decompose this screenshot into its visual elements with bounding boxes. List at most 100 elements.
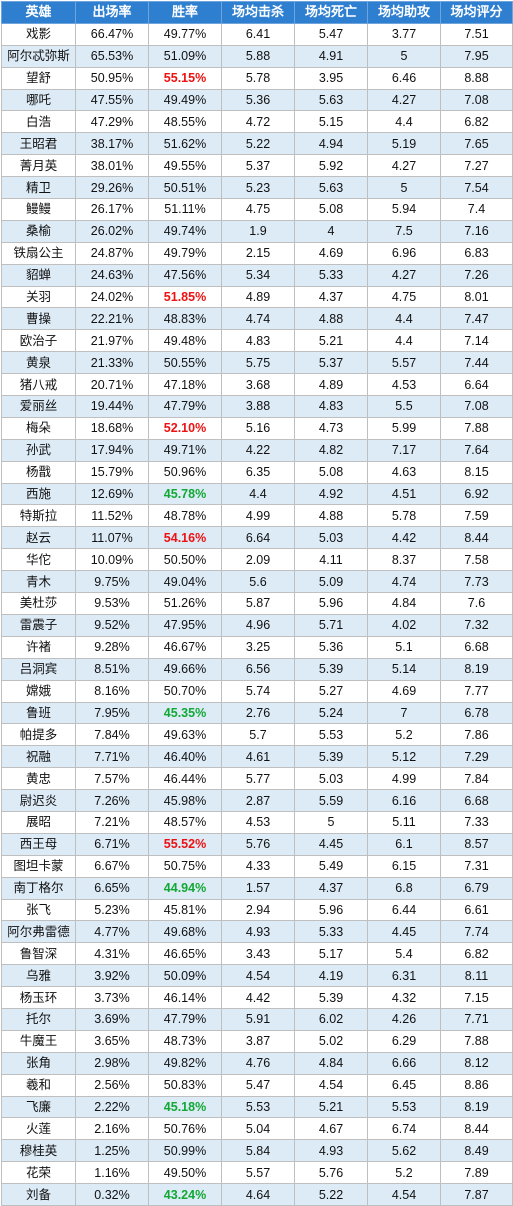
cell-avg-kills: 4.42: [221, 986, 295, 1009]
cell-avg-kills: 4.53: [221, 810, 295, 834]
cell-avg-deaths: 5.59: [294, 789, 368, 812]
cell-hero: 欧治子: [1, 329, 76, 353]
cell-hero: 展昭: [1, 810, 76, 834]
cell-avg-assists: 5.14: [367, 657, 441, 681]
table-row: 曹操 22.21% 48.83% 4.74 4.88 4.4 7.47: [1, 307, 513, 331]
column-header-hero: 英雄: [1, 1, 76, 24]
cell-avg-score: 8.44: [440, 1117, 513, 1141]
cell-avg-deaths: 5.53: [294, 723, 368, 747]
cell-pick-rate: 26.02%: [75, 219, 149, 243]
cell-avg-assists: 6.96: [367, 241, 441, 265]
cell-win-rate: 50.55%: [148, 351, 222, 375]
cell-avg-deaths: 4.92: [294, 482, 368, 506]
cell-pick-rate: 8.16%: [75, 679, 149, 703]
table-row: 戏影 66.47% 49.77% 6.41 5.47 3.77 7.51: [1, 22, 513, 46]
cell-avg-deaths: 5.33: [294, 263, 368, 287]
cell-avg-score: 6.68: [440, 789, 513, 812]
cell-pick-rate: 3.92%: [75, 964, 149, 988]
cell-avg-kills: 6.64: [221, 526, 295, 550]
cell-avg-deaths: 4.19: [294, 964, 368, 988]
cell-avg-score: 7.64: [440, 438, 513, 462]
cell-avg-deaths: 4.94: [294, 132, 368, 156]
cell-avg-score: 7.29: [440, 745, 513, 769]
cell-avg-assists: 4.02: [367, 613, 441, 637]
table-row: 托尔 3.69% 47.79% 5.91 6.02 4.26 7.71: [1, 1007, 513, 1031]
cell-avg-kills: 4.74: [221, 307, 295, 331]
table-row: 羲和 2.56% 50.83% 5.47 4.54 6.45 8.86: [1, 1073, 513, 1097]
cell-pick-rate: 3.73%: [75, 986, 149, 1009]
cell-avg-deaths: 5.27: [294, 679, 368, 703]
cell-avg-deaths: 5.63: [294, 176, 368, 200]
cell-pick-rate: 11.07%: [75, 526, 149, 550]
cell-avg-assists: 5.2: [367, 1161, 441, 1185]
cell-hero: 南丁格尔: [1, 876, 76, 900]
cell-avg-deaths: 4.91: [294, 44, 368, 68]
cell-win-rate: 49.04%: [148, 570, 222, 594]
cell-avg-score: 6.78: [440, 701, 513, 725]
table-row: 阿尔忒弥斯 65.53% 51.09% 5.88 4.91 5 7.95: [1, 44, 513, 68]
cell-avg-kills: 4.83: [221, 329, 295, 353]
cell-avg-deaths: 5.36: [294, 635, 368, 659]
cell-hero: 祝融: [1, 745, 76, 769]
cell-avg-kills: 5.53: [221, 1095, 295, 1119]
cell-avg-score: 8.01: [440, 285, 513, 309]
table-header: 英雄 出场率 胜率 场均击杀 场均死亡 场均助攻 场均评分: [1, 1, 513, 24]
cell-avg-deaths: 4.93: [294, 1139, 368, 1163]
table-row: 鲁智深 4.31% 46.65% 3.43 5.17 5.4 6.82: [1, 942, 513, 966]
cell-avg-deaths: 5.09: [294, 570, 368, 594]
cell-avg-score: 7.73: [440, 570, 513, 594]
table-row: 望舒 50.95% 55.15% 5.78 3.95 6.46 8.88: [1, 66, 513, 90]
cell-avg-assists: 5.53: [367, 1095, 441, 1119]
cell-avg-kills: 4.89: [221, 285, 295, 309]
cell-avg-deaths: 5.39: [294, 745, 368, 769]
column-header-avg-deaths: 场均死亡: [294, 1, 368, 24]
cell-avg-assists: 4.51: [367, 482, 441, 506]
cell-pick-rate: 9.28%: [75, 635, 149, 659]
cell-avg-assists: 4.53: [367, 373, 441, 397]
cell-win-rate: 51.26%: [148, 592, 222, 615]
cell-avg-kills: 6.41: [221, 22, 295, 46]
cell-pick-rate: 6.67%: [75, 854, 149, 878]
cell-avg-score: 6.79: [440, 876, 513, 900]
cell-avg-kills: 5.76: [221, 832, 295, 856]
cell-win-rate: 49.66%: [148, 657, 222, 681]
cell-avg-assists: 4.32: [367, 986, 441, 1009]
cell-hero: 阿尔忒弥斯: [1, 44, 76, 68]
cell-win-rate: 49.79%: [148, 241, 222, 265]
cell-avg-assists: 6.74: [367, 1117, 441, 1141]
cell-avg-assists: 5.94: [367, 198, 441, 221]
cell-avg-kills: 4.33: [221, 854, 295, 878]
cell-avg-kills: 5.22: [221, 132, 295, 156]
cell-hero: 吕洞宾: [1, 657, 76, 681]
table-row: 南丁格尔 6.65% 44.94% 1.57 4.37 6.8 6.79: [1, 876, 513, 900]
cell-hero: 刘备: [1, 1183, 76, 1206]
cell-win-rate: 46.67%: [148, 635, 222, 659]
table-row: 精卫 29.26% 50.51% 5.23 5.63 5 7.54: [1, 176, 513, 200]
cell-hero: 鲁智深: [1, 942, 76, 966]
cell-pick-rate: 3.65%: [75, 1029, 149, 1053]
cell-avg-kills: 4.22: [221, 438, 295, 462]
cell-avg-score: 7.88: [440, 416, 513, 440]
cell-win-rate: 46.44%: [148, 767, 222, 791]
cell-hero: 尉迟炎: [1, 789, 76, 812]
cell-avg-deaths: 5.24: [294, 701, 368, 725]
header-row: 英雄 出场率 胜率 场均击杀 场均死亡 场均助攻 场均评分: [1, 1, 513, 24]
cell-avg-kills: 3.88: [221, 395, 295, 418]
cell-avg-deaths: 5.37: [294, 351, 368, 375]
cell-pick-rate: 0.32%: [75, 1183, 149, 1206]
cell-win-rate: 51.85%: [148, 285, 222, 309]
cell-avg-score: 7.95: [440, 44, 513, 68]
cell-avg-deaths: 4.73: [294, 416, 368, 440]
cell-win-rate: 54.16%: [148, 526, 222, 550]
cell-hero: 关羽: [1, 285, 76, 309]
cell-avg-score: 7.6: [440, 592, 513, 615]
cell-pick-rate: 29.26%: [75, 176, 149, 200]
cell-avg-kills: 4.61: [221, 745, 295, 769]
cell-avg-deaths: 4.69: [294, 241, 368, 265]
cell-win-rate: 51.11%: [148, 198, 222, 221]
cell-hero: 爱丽丝: [1, 395, 76, 418]
cell-pick-rate: 3.69%: [75, 1007, 149, 1031]
cell-win-rate: 49.63%: [148, 723, 222, 747]
cell-avg-score: 6.64: [440, 373, 513, 397]
table-row: 白浩 47.29% 48.55% 4.72 5.15 4.4 6.82: [1, 110, 513, 134]
